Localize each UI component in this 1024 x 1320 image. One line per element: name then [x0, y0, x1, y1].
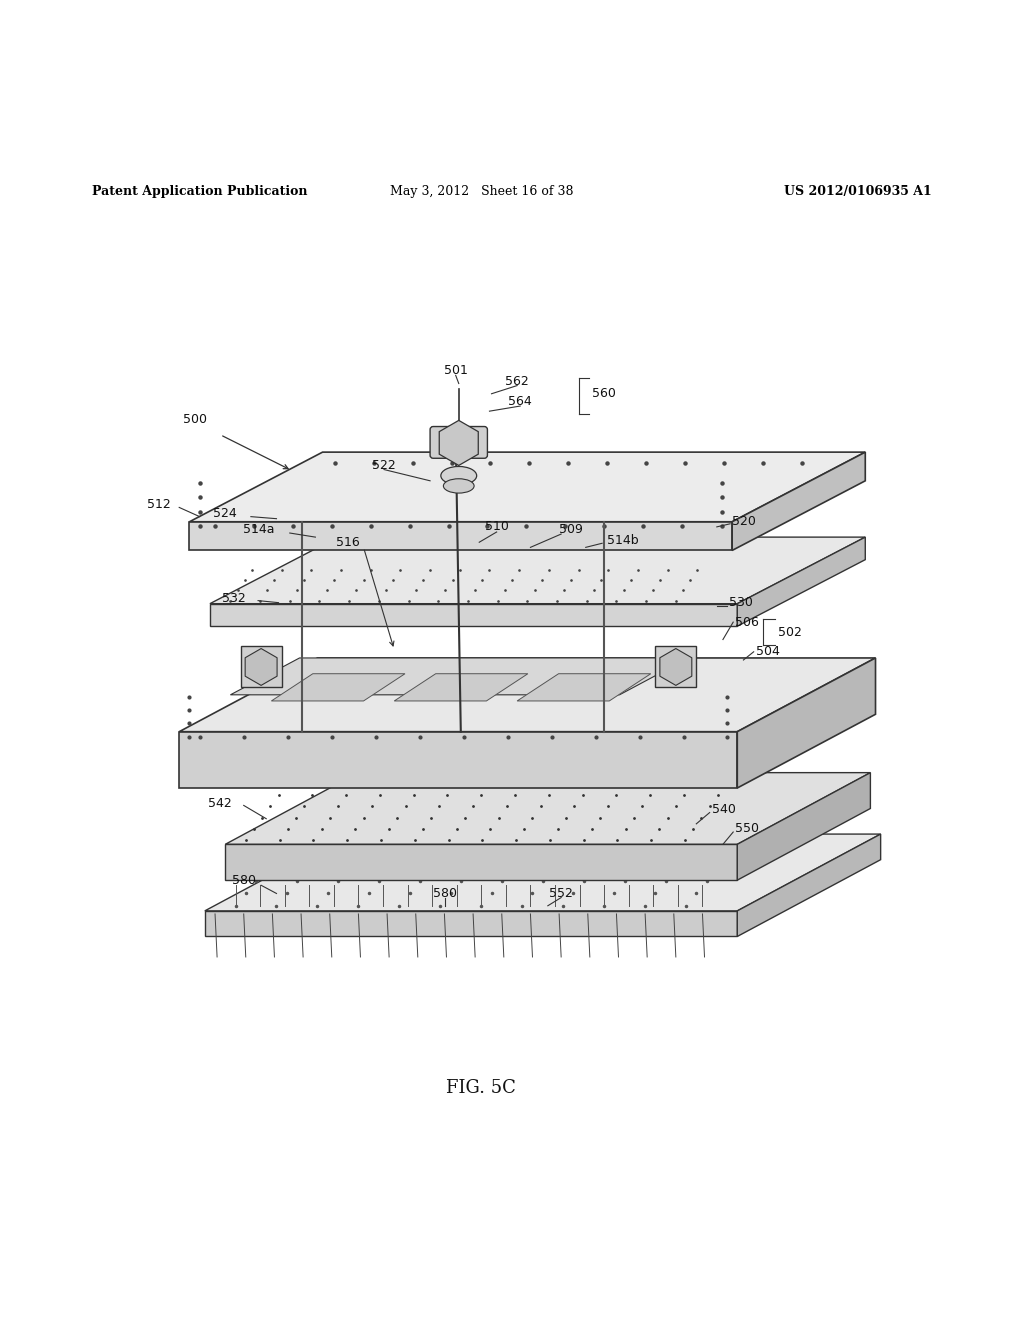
Polygon shape [737, 834, 881, 936]
Text: 509: 509 [559, 524, 584, 536]
Text: 510: 510 [484, 520, 509, 533]
Polygon shape [732, 453, 865, 550]
Text: 524: 524 [213, 507, 238, 520]
Text: May 3, 2012   Sheet 16 of 38: May 3, 2012 Sheet 16 of 38 [389, 185, 573, 198]
Text: 562: 562 [505, 375, 529, 388]
Text: 504: 504 [756, 645, 779, 659]
Text: 580: 580 [433, 887, 458, 900]
Text: 520: 520 [732, 515, 756, 528]
Polygon shape [189, 453, 865, 521]
Text: 514b: 514b [607, 533, 638, 546]
Polygon shape [189, 521, 732, 550]
Text: Patent Application Publication: Patent Application Publication [92, 185, 307, 198]
Text: 530: 530 [729, 597, 753, 609]
FancyBboxPatch shape [430, 426, 487, 458]
Text: 580: 580 [231, 874, 256, 887]
Polygon shape [737, 537, 865, 626]
Text: 514a: 514a [244, 524, 274, 536]
Text: 506: 506 [735, 615, 759, 628]
Polygon shape [394, 673, 528, 701]
Text: 516: 516 [336, 536, 360, 549]
Ellipse shape [443, 479, 474, 494]
Text: 501: 501 [443, 364, 468, 376]
Polygon shape [737, 772, 870, 880]
Text: 502: 502 [778, 626, 802, 639]
Bar [241, 647, 282, 688]
Text: US 2012/0106935 A1: US 2012/0106935 A1 [784, 185, 932, 198]
Polygon shape [210, 537, 865, 603]
Polygon shape [517, 673, 650, 701]
Bar [655, 647, 696, 688]
Text: 564: 564 [508, 396, 532, 408]
Polygon shape [271, 673, 404, 701]
Polygon shape [225, 772, 870, 845]
Polygon shape [230, 657, 688, 694]
Text: 512: 512 [146, 498, 171, 511]
Text: 500: 500 [182, 413, 207, 426]
Text: FIG. 5C: FIG. 5C [446, 1078, 516, 1097]
Text: 540: 540 [712, 803, 735, 816]
Polygon shape [737, 657, 876, 788]
Polygon shape [210, 603, 737, 626]
Polygon shape [179, 657, 876, 731]
Polygon shape [205, 911, 737, 936]
Text: 532: 532 [221, 593, 246, 605]
Ellipse shape [440, 466, 477, 484]
Polygon shape [225, 845, 737, 880]
Polygon shape [179, 731, 737, 788]
Text: 550: 550 [735, 822, 759, 836]
Text: 552: 552 [549, 887, 573, 900]
Text: 522: 522 [372, 459, 396, 473]
Text: 560: 560 [592, 387, 615, 400]
Polygon shape [205, 834, 881, 911]
Text: 542: 542 [208, 797, 232, 810]
